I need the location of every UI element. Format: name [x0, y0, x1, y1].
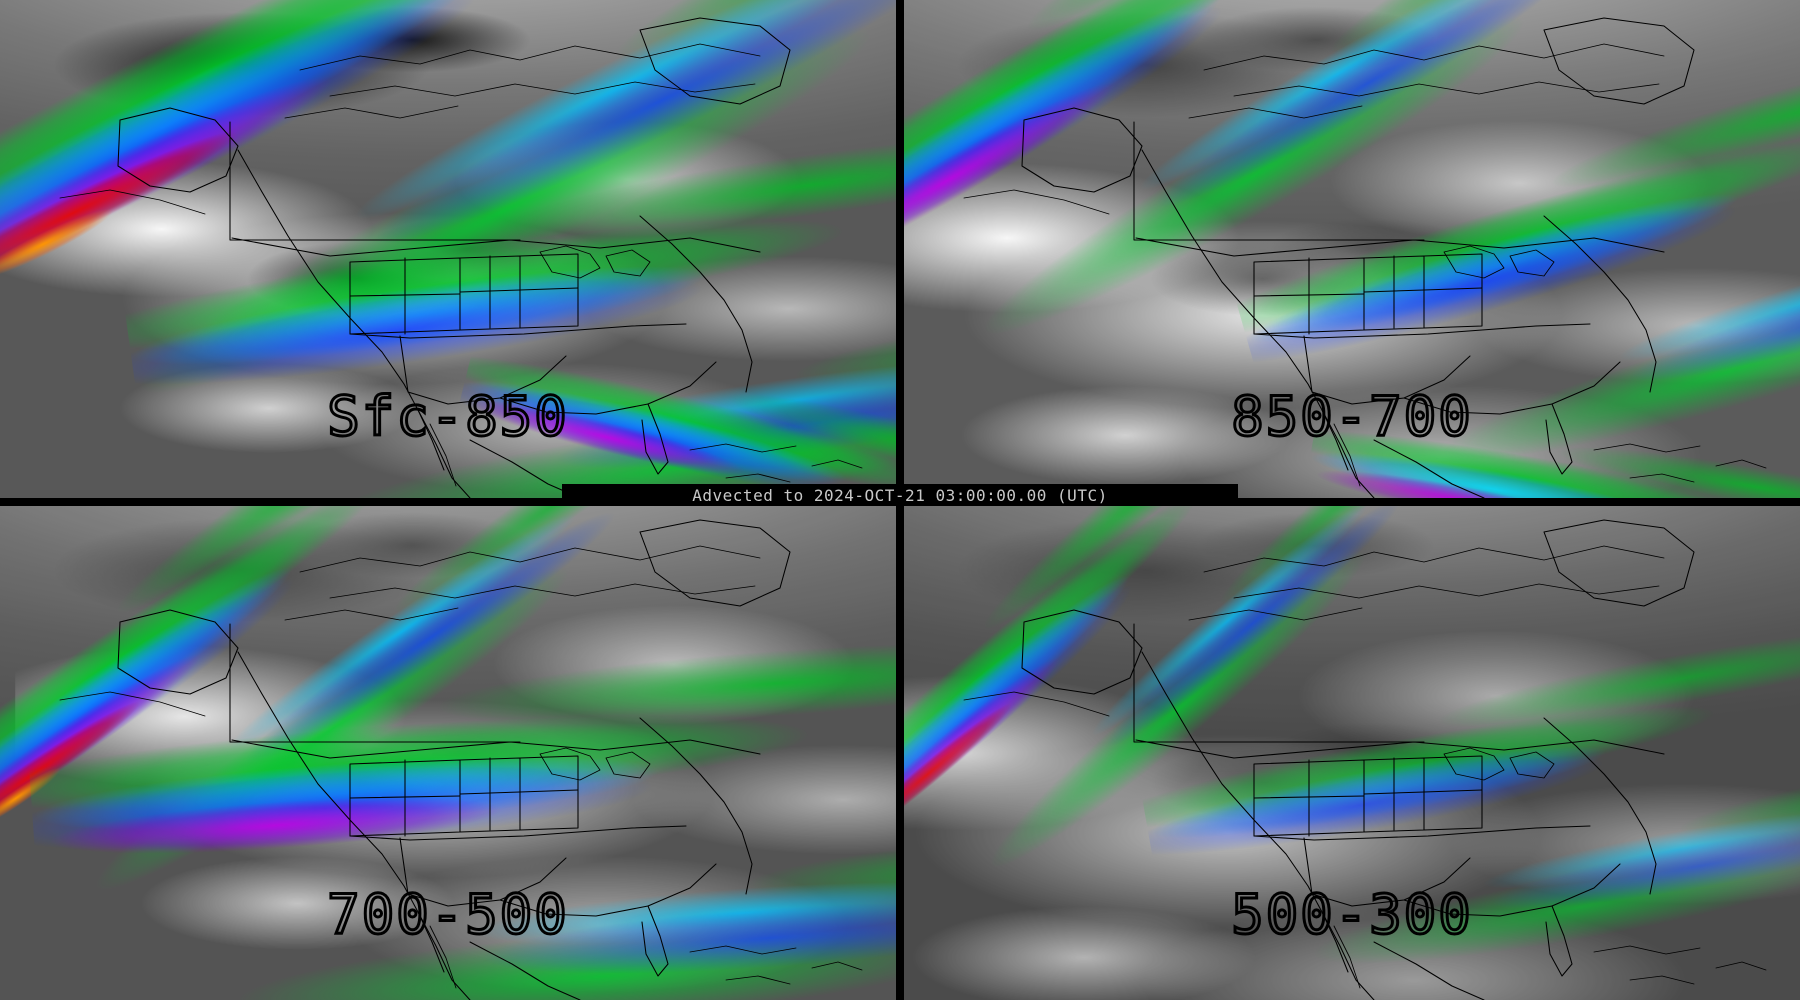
coastline-overlay	[904, 506, 1800, 1000]
panel-700-500[interactable]: 700-500	[0, 506, 896, 1000]
map-canvas-700-500	[0, 506, 896, 1000]
map-canvas-sfc-850	[0, 0, 896, 498]
timestamp-label: Advected to 2024-OCT-21 03:00:00.00 (UTC…	[692, 485, 1108, 505]
map-canvas-500-300	[904, 506, 1800, 1000]
timestamp-bar: Advected to 2024-OCT-21 03:00:00.00 (UTC…	[562, 484, 1238, 506]
coastline-overlay	[0, 506, 896, 1000]
panel-850-700[interactable]: 850-700	[904, 0, 1800, 498]
panel-sfc-850[interactable]: Sfc-850	[0, 0, 896, 498]
coastline-overlay	[904, 0, 1800, 498]
panel-500-300[interactable]: 500-300	[904, 506, 1800, 1000]
coastline-overlay	[0, 0, 896, 498]
map-canvas-850-700	[904, 0, 1800, 498]
